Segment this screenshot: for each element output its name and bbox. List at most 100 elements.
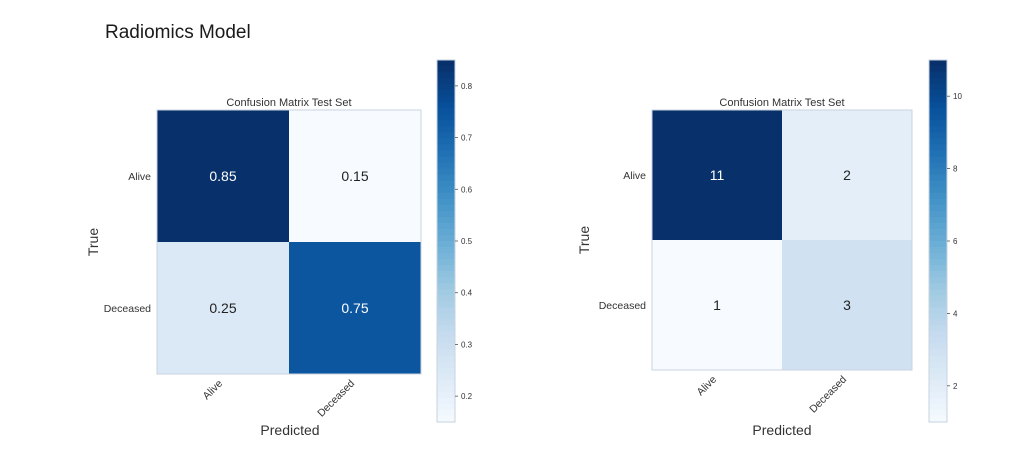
colorbar-segment xyxy=(929,120,947,127)
colorbar-segment xyxy=(929,198,947,206)
colorbar-segment xyxy=(929,397,947,405)
colorbar-segment xyxy=(437,397,455,405)
colorbar-segment xyxy=(437,126,455,133)
page-title: Radiomics Model xyxy=(105,22,251,43)
colorbar-segment xyxy=(437,174,455,182)
colorbar-segment xyxy=(929,192,947,200)
colorbar-segment xyxy=(437,319,455,327)
colorbar-segment xyxy=(437,373,455,381)
colorbar-segment xyxy=(929,409,947,417)
colorbar-segment xyxy=(929,301,947,308)
colorbar-segment xyxy=(437,259,455,266)
colorbar-segment xyxy=(929,283,947,290)
colorbar-segment xyxy=(929,259,947,266)
colorbar-segment xyxy=(929,222,947,230)
y-axis-label: True xyxy=(576,226,592,254)
colorbar-segment xyxy=(929,391,947,399)
x-axis-label: Predicted xyxy=(260,422,319,438)
colorbar-segment xyxy=(437,277,455,284)
colorbar-tick-label: 8 xyxy=(953,165,958,174)
colorbar-segment xyxy=(929,84,947,91)
cell-value-label: 3 xyxy=(843,297,851,313)
colorbar-segment xyxy=(929,355,947,363)
colorbar-segment xyxy=(437,385,455,393)
colorbar-segment xyxy=(929,78,947,85)
colorbar-segment xyxy=(437,150,455,158)
colorbar-segment xyxy=(437,234,455,242)
colorbar-tick-label: 0.7 xyxy=(461,134,473,143)
confusion-matrix-panel-1: Confusion Matrix Test Set 0.85 0.15 0.25 0.7… xyxy=(85,59,473,438)
colorbar-segment xyxy=(437,271,455,278)
chart-title: Confusion Matrix Test Set xyxy=(226,97,351,109)
colorbar-segment xyxy=(437,343,455,351)
colorbar-segment xyxy=(929,349,947,357)
colorbar-segment xyxy=(437,247,455,254)
heatmap-cell xyxy=(289,242,421,374)
colorbar-segment xyxy=(929,96,947,103)
colorbar-segment xyxy=(437,349,455,357)
heatmap-frame xyxy=(651,109,913,371)
colorbar-segment xyxy=(437,96,455,103)
colorbar-segment xyxy=(929,313,947,321)
colorbar-segment xyxy=(929,361,947,369)
colorbar-segment xyxy=(437,295,455,302)
colorbar-segment xyxy=(437,120,455,127)
colorbar-segment xyxy=(437,132,455,140)
colorbar-segment xyxy=(437,253,455,260)
cell-value-label: 1 xyxy=(713,297,721,313)
colorbar-segment xyxy=(437,289,455,296)
colorbar-segment xyxy=(437,331,455,339)
colorbar-segment xyxy=(437,72,455,79)
colorbar-tick-label: 6 xyxy=(953,237,958,246)
heatmap-cell xyxy=(157,242,289,374)
colorbar-segment xyxy=(437,391,455,399)
colorbar-segment xyxy=(929,289,947,296)
colorbar-segment xyxy=(929,379,947,387)
colorbar-segment xyxy=(437,265,455,272)
cell-value-label: 0.85 xyxy=(209,168,236,184)
colorbar-segment xyxy=(437,204,455,212)
colorbar-segment xyxy=(437,379,455,387)
colorbar-tick-label: 0.3 xyxy=(461,340,473,349)
colorbar-segment xyxy=(929,228,947,236)
colorbar-tick-label: 0.2 xyxy=(461,392,473,401)
colorbar-segment xyxy=(929,367,947,375)
colorbar-segment xyxy=(929,150,947,158)
colorbar-segment xyxy=(437,307,455,314)
colorbar-tick-label: 4 xyxy=(953,309,958,318)
colorbar-segment xyxy=(929,90,947,97)
colorbar-segment xyxy=(929,247,947,254)
colorbar-segment xyxy=(437,198,455,206)
row-tick-label: Alive xyxy=(623,170,646,182)
colorbar-segment xyxy=(437,355,455,363)
colorbar-segment xyxy=(929,343,947,351)
colorbar-segment xyxy=(437,415,455,423)
colorbar-segment xyxy=(437,114,455,121)
colorbar-segment xyxy=(929,204,947,212)
cell-value-label: 2 xyxy=(843,167,851,183)
colorbar-segment xyxy=(929,403,947,411)
colorbar-segment xyxy=(929,108,947,115)
colorbar-segment xyxy=(437,222,455,230)
cell-value-label: 0.25 xyxy=(209,300,236,316)
colorbar-segment xyxy=(437,409,455,417)
colorbar-segment xyxy=(437,210,455,218)
heatmap-cell xyxy=(157,110,289,242)
colorbar-segment xyxy=(929,373,947,381)
colorbar-segment xyxy=(437,192,455,200)
colorbar-segment xyxy=(929,331,947,339)
colorbar-segment xyxy=(437,313,455,321)
colorbar-tick-label: 0.4 xyxy=(461,289,473,298)
colorbar-segment xyxy=(929,180,947,188)
heatmap-frame xyxy=(156,109,422,375)
colorbar-segment xyxy=(929,72,947,79)
colorbar-segment xyxy=(929,295,947,302)
colorbar-segment xyxy=(437,283,455,290)
colorbar-segment xyxy=(437,138,455,146)
colorbar-segment xyxy=(929,174,947,182)
colorbar-tick-label: 0.6 xyxy=(461,185,473,194)
heatmap-cell xyxy=(782,110,912,240)
colorbar-segment xyxy=(437,180,455,188)
colorbar-segment xyxy=(929,234,947,242)
